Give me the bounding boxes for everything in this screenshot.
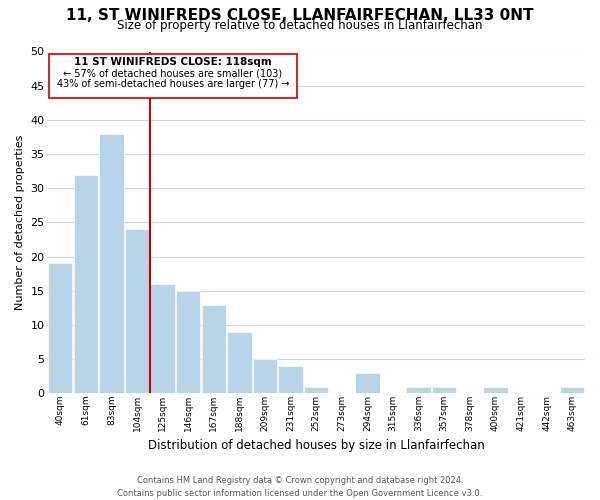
Bar	[99, 134, 124, 394]
Bar	[151, 284, 175, 394]
Bar	[304, 386, 328, 394]
Text: Size of property relative to detached houses in Llanfairfechan: Size of property relative to detached ho…	[117, 19, 483, 32]
Text: 43% of semi-detached houses are larger (77) →: 43% of semi-detached houses are larger (…	[56, 79, 289, 89]
X-axis label: Distribution of detached houses by size in Llanfairfechan: Distribution of detached houses by size …	[148, 440, 485, 452]
Bar	[432, 386, 457, 394]
Bar	[48, 264, 73, 394]
Text: ← 57% of detached houses are smaller (103): ← 57% of detached houses are smaller (10…	[64, 68, 283, 78]
Bar	[227, 332, 251, 394]
Bar	[278, 366, 303, 394]
Bar	[406, 386, 431, 394]
Bar	[202, 304, 226, 394]
Bar	[253, 359, 277, 394]
Text: Contains HM Land Registry data © Crown copyright and database right 2024.
Contai: Contains HM Land Registry data © Crown c…	[118, 476, 482, 498]
Y-axis label: Number of detached properties: Number of detached properties	[15, 135, 25, 310]
Bar	[74, 174, 98, 394]
Bar	[355, 373, 380, 394]
Bar	[176, 291, 200, 394]
FancyBboxPatch shape	[49, 54, 297, 98]
Text: 11, ST WINIFREDS CLOSE, LLANFAIRFECHAN, LL33 0NT: 11, ST WINIFREDS CLOSE, LLANFAIRFECHAN, …	[66, 8, 534, 22]
Bar	[125, 230, 149, 394]
Bar	[560, 386, 584, 394]
Text: 11 ST WINIFREDS CLOSE: 118sqm: 11 ST WINIFREDS CLOSE: 118sqm	[74, 57, 272, 67]
Bar	[483, 386, 508, 394]
